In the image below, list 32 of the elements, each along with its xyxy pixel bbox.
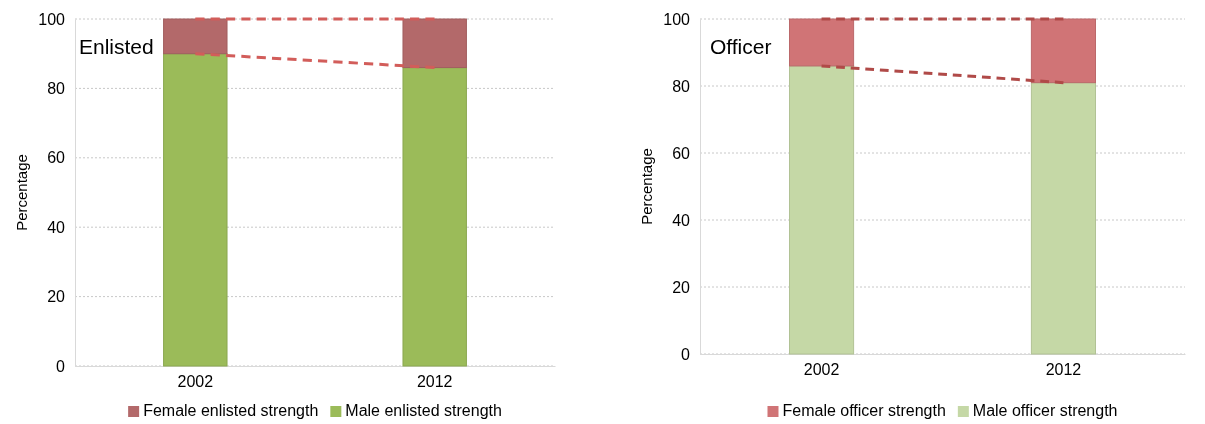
y-tick-label: 0 bbox=[681, 345, 691, 363]
text: Officer bbox=[710, 35, 772, 58]
bar bbox=[1030, 18, 1096, 84]
y-tick-label: 0 bbox=[56, 357, 66, 375]
bar bbox=[402, 67, 467, 367]
y-tick-label: 40 bbox=[672, 211, 691, 229]
bar bbox=[402, 18, 467, 69]
y-axis-title: Percentage bbox=[13, 154, 30, 231]
bar bbox=[163, 18, 228, 55]
bar bbox=[1030, 82, 1096, 355]
y-tick-label: 20 bbox=[47, 288, 66, 306]
y-tick-label: 60 bbox=[672, 144, 691, 162]
y-tick-label: 40 bbox=[47, 218, 66, 236]
x-tick-label: 2012 bbox=[416, 373, 453, 391]
legend-label: Male officer strength bbox=[972, 402, 1118, 419]
legend-label: Male enlisted strength bbox=[345, 402, 502, 419]
legend-label: Female enlisted strength bbox=[143, 402, 319, 419]
bar bbox=[789, 18, 855, 67]
x-tick-label: 2002 bbox=[177, 373, 214, 391]
bar bbox=[163, 53, 228, 367]
x-tick-label: 2002 bbox=[803, 361, 840, 379]
y-tick-label: 80 bbox=[672, 77, 691, 95]
x-tick-label: 2012 bbox=[1045, 361, 1082, 379]
text: Enlisted bbox=[79, 35, 154, 58]
y-axis-title: Percentage bbox=[638, 148, 655, 225]
bar bbox=[789, 65, 855, 355]
y-tick-label: 100 bbox=[38, 10, 66, 28]
y-tick-label: 60 bbox=[47, 149, 66, 167]
legend-label: Female officer strength bbox=[782, 402, 946, 419]
y-tick-label: 20 bbox=[672, 278, 691, 296]
y-tick-label: 80 bbox=[47, 80, 66, 98]
y-tick-label: 100 bbox=[663, 10, 691, 28]
